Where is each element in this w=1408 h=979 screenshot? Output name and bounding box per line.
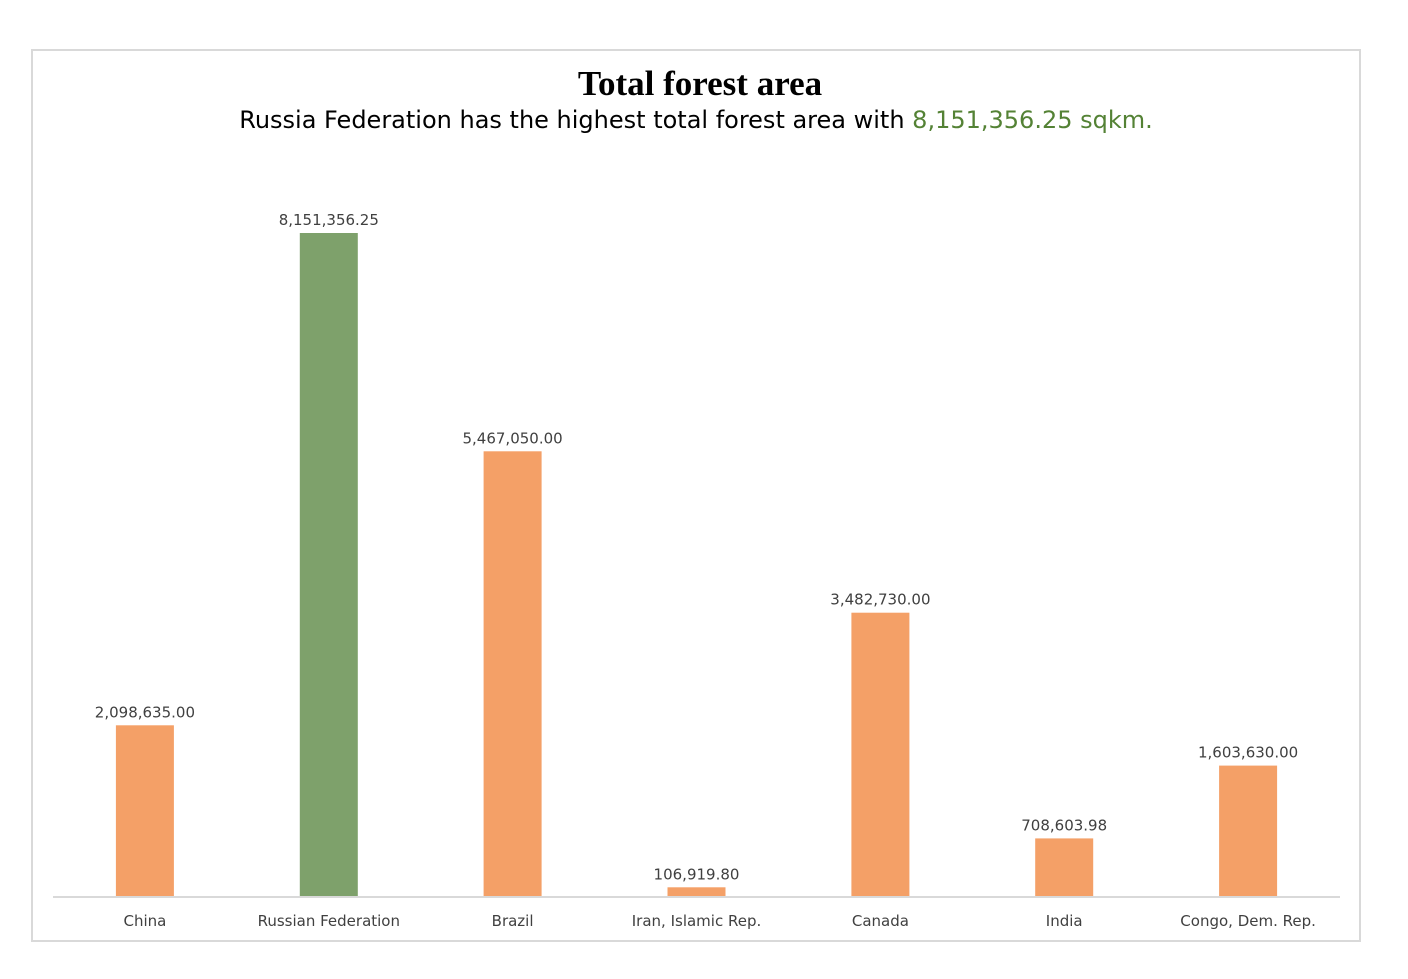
data-label-5: 708,603.98 [1021,816,1107,834]
x-tick-label-0: China [123,912,166,930]
bar-6 [1219,765,1278,896]
chart-subtitle: Russia Federation has the highest total … [0,106,1392,134]
bar-4 [851,612,910,896]
bar-1 [299,233,358,896]
bar-0 [115,725,174,896]
x-tick-label-6: Congo, Dem. Rep. [1180,912,1316,930]
data-labels: 2,098,635.00 8,151,356.25 5,467,050.00 106,… [95,211,1298,883]
data-label-2: 5,467,050.00 [462,429,562,447]
chart-title: Total forest area [577,64,823,103]
data-label-3: 106,919.80 [654,865,740,883]
bar-3 [667,887,726,896]
data-label-0: 2,098,635.00 [95,703,195,721]
data-label-6: 1,603,630.00 [1198,744,1298,762]
chart-frame [31,49,1361,942]
x-tick-label-4: Canada [852,912,909,930]
x-tick-label-1: Russian Federation [258,912,400,930]
subtitle-text: Russia Federation has the highest total … [239,106,913,134]
x-tick-label-5: India [1046,912,1083,930]
bars [115,233,1278,896]
x-tick-label-3: Iran, Islamic Rep. [632,912,762,930]
bar-5 [1035,838,1094,896]
data-label-4: 3,482,730.00 [830,591,930,609]
data-label-1: 8,151,356.25 [279,211,379,229]
bar-2 [483,451,542,896]
x-tick-labels: China Russian Federation Brazil Iran, Islam… [123,912,1315,930]
x-tick-label-2: Brazil [492,912,534,930]
subtitle-highlight-value: 8,151,356.25 sqkm. [912,106,1153,134]
